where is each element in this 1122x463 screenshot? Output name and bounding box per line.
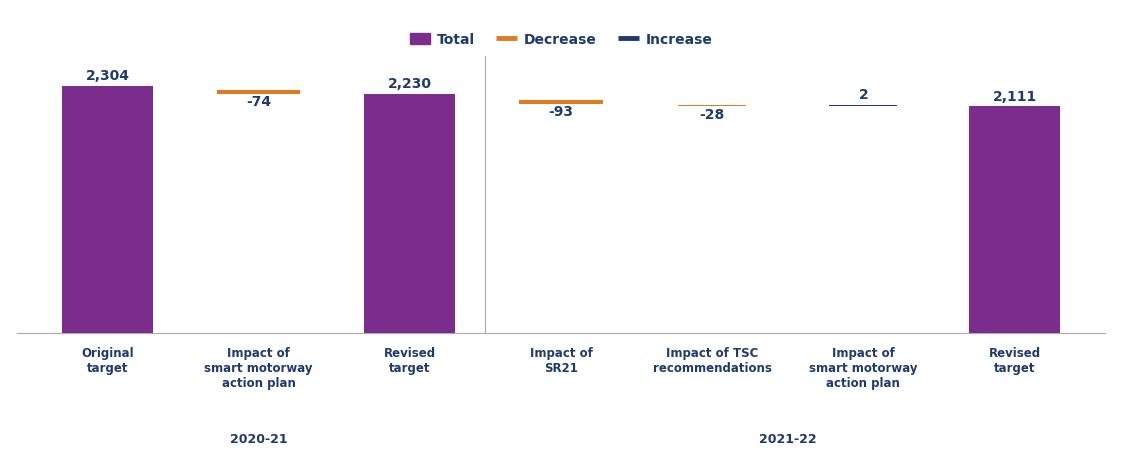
Text: -74: -74 — [246, 95, 272, 109]
Text: 2,230: 2,230 — [388, 77, 432, 91]
Legend: Total, Decrease, Increase: Total, Decrease, Increase — [404, 27, 718, 52]
Bar — [519, 100, 603, 104]
Bar — [969, 106, 1060, 333]
Bar — [829, 105, 898, 106]
Text: 2: 2 — [858, 88, 868, 102]
Text: -28: -28 — [700, 107, 725, 122]
Text: -93: -93 — [549, 105, 573, 119]
Bar — [365, 94, 456, 333]
Text: 2,111: 2,111 — [993, 90, 1037, 104]
Bar — [62, 86, 153, 333]
Bar — [217, 90, 301, 94]
Bar — [678, 105, 746, 106]
Text: 2,304: 2,304 — [85, 69, 129, 83]
Text: 2020-21: 2020-21 — [230, 433, 287, 446]
Text: 2021-22: 2021-22 — [758, 433, 817, 446]
